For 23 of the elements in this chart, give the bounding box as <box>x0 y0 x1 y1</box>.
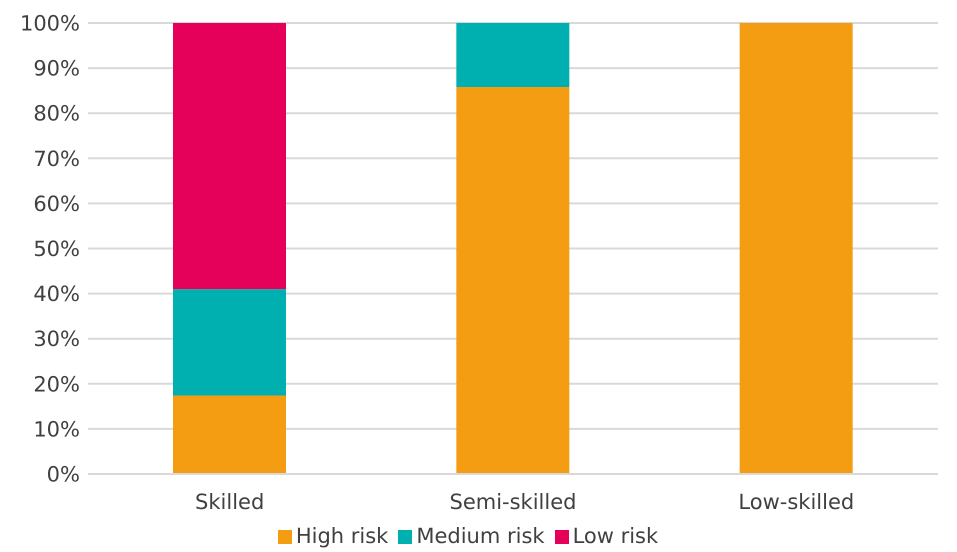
x-tick-label: Skilled <box>195 490 264 514</box>
y-tick-label: 10% <box>33 417 80 442</box>
legend-label: Medium risk <box>416 524 545 548</box>
y-tick-label: 20% <box>33 372 80 396</box>
y-tick-label: 30% <box>33 327 80 352</box>
bar <box>173 396 286 474</box>
y-tick-label: 50% <box>33 236 80 261</box>
y-tick-label: 40% <box>33 282 80 306</box>
bar <box>740 23 853 474</box>
y-tick-label: 90% <box>33 56 80 81</box>
bar <box>173 23 286 290</box>
bar <box>456 23 570 88</box>
x-tick-label: Semi-skilled <box>450 490 576 514</box>
bar <box>173 289 286 396</box>
bar <box>456 87 570 474</box>
y-tick-label: 60% <box>33 192 80 216</box>
y-tick-label: 0% <box>46 462 80 486</box>
legend-label: High risk <box>296 524 388 548</box>
x-tick-label: Low-skilled <box>738 490 854 514</box>
y-tick-label: 100% <box>20 11 80 36</box>
y-tick-label: 80% <box>33 102 80 126</box>
legend-label: Low risk <box>572 524 658 548</box>
y-tick-label: 70% <box>33 146 80 171</box>
